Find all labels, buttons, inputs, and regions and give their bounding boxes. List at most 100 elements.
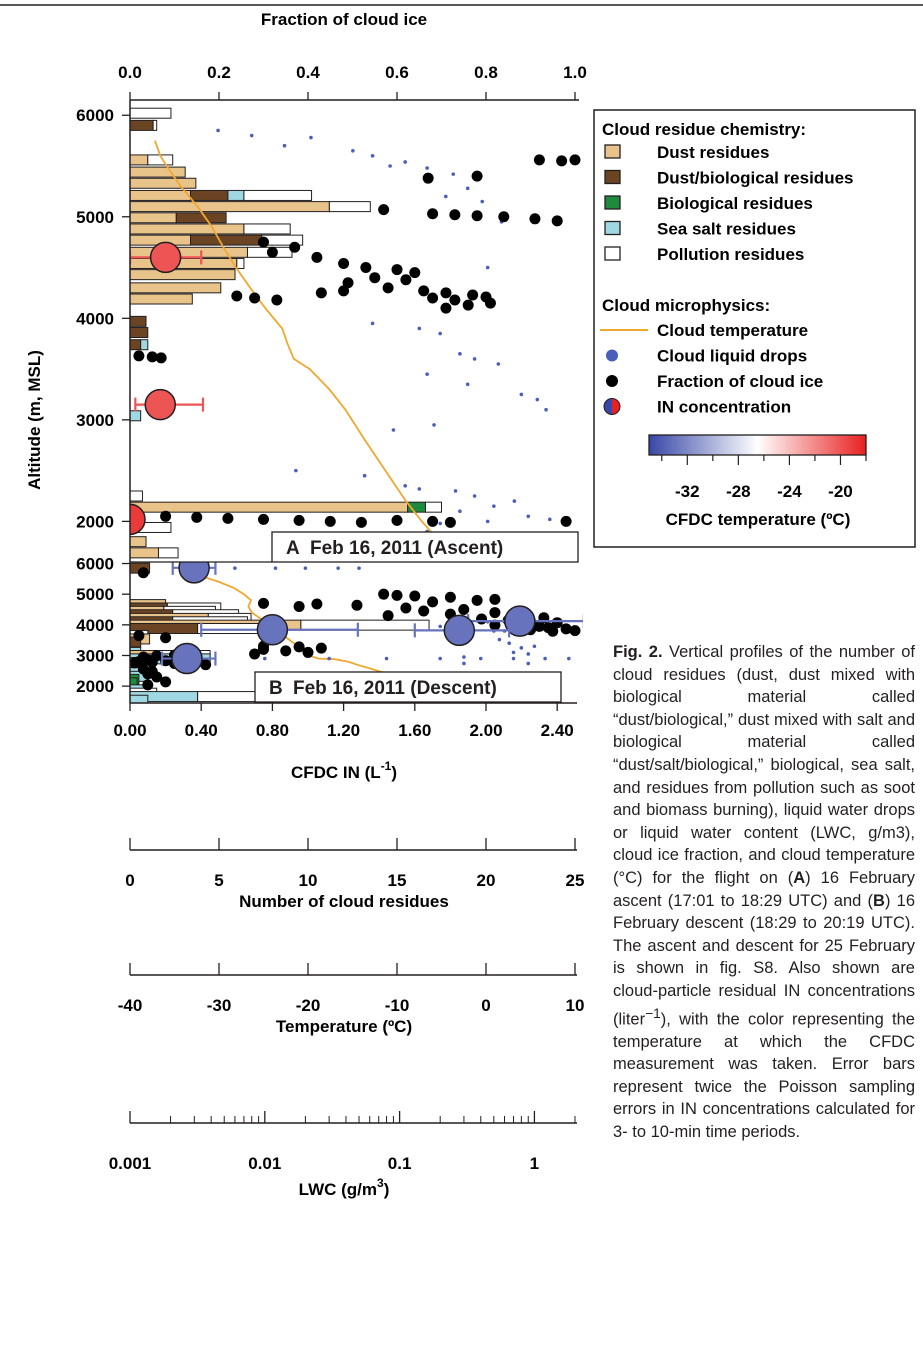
caption-text-1: Vertical profiles of the number of cloud… [613,643,916,887]
ice-fraction-point [422,172,434,184]
pollution-segment [243,189,313,201]
in-concentration-marker [171,642,203,675]
panel-b-descent: B Feb 16, 2011 (Descent) [130,562,583,703]
legend-chem-items: Dust residues Dust/biological residues Bio… [604,143,854,264]
ice-fraction-point [458,604,470,616]
ice-fraction-point [471,594,483,606]
liquid-drop-point [263,656,267,661]
panel-a-ascent: A Feb 16, 2011 (Ascent) [130,107,581,563]
ice-fraction-point [533,620,545,632]
ice-fraction-point [142,679,154,691]
in-concentration-marker [149,241,182,274]
axis-tick-label-temperature: -20 [296,996,321,1015]
ice-fraction-point [160,676,172,688]
pollution-segment [130,107,172,119]
top-axis-tick-label: 0.4 [296,63,320,82]
ice-fraction-point [471,210,483,222]
liquid-drop-point [472,357,477,361]
ice-fraction-point [324,515,336,527]
ice-fraction-point [440,287,452,299]
liquid-drop-point [438,331,442,336]
dust-bio-segment [130,315,147,327]
ice-fraction-point [311,251,323,263]
colorbar-rect [648,434,867,456]
axis-tick-label-residues: 10 [299,871,318,890]
liquid-drop-point [458,352,462,356]
liquid-drop-point [370,154,375,158]
axis-tick-label-lwc: 0.01 [248,1154,281,1173]
ice-fraction-point [222,512,234,524]
ice-fraction-point [391,264,403,276]
ice-fraction-point [338,257,350,269]
ice-fraction-point [462,299,474,311]
liquid-drop-point [526,661,531,666]
ice-fraction-point [146,351,158,363]
dust-segment [130,166,186,178]
liquid-drop-point [547,517,552,522]
liquid-drop-point [485,519,490,524]
dust-segment [130,536,147,548]
dust-segment [130,177,197,189]
liquid-drop-point [567,656,571,661]
panel-title-box [254,671,562,703]
ice-fraction-point [378,588,390,600]
liquid-drop-point [478,656,483,661]
ice-fraction-point [476,613,488,625]
ice-fraction-point [409,267,421,279]
top-axis-tick-label: 0.8 [474,63,498,82]
ice-fraction-point [427,292,439,304]
ice-fraction-point [449,294,461,306]
ice-fraction-point [258,236,269,248]
axis-title-end: ) [384,1180,390,1199]
ice-fraction-point [342,277,354,289]
ice-fraction-point [311,598,323,610]
top-axis-title: Fraction of cloud ice [261,10,427,29]
ice-fraction-point [369,272,381,284]
legend-chem-label: Dust residues [657,143,769,162]
ice-fraction-point [191,511,203,523]
in-concentration-marker [256,613,289,646]
colorbar: -32 -28 -24 -20 [648,434,867,501]
legend-micro-label: Fraction of cloud ice [657,372,823,391]
y-axis-tick-label: 4000 [76,616,114,635]
legend-swatch-pollution-segment [604,246,621,261]
pollution-segment [300,619,430,631]
axis-tick-label-temperature: 0 [481,996,490,1015]
dust-segment [130,154,149,166]
axis-tick-label-in: 0.00 [113,721,146,740]
liquid-drop-point [496,362,501,366]
liquid-drop-point [403,160,407,164]
colorbar-tick-label: -28 [726,482,751,501]
ice-fraction-point [449,209,461,221]
legend-swatch-dust-segment [604,144,621,159]
in-concentration-marker [504,605,536,637]
liquid-drop-point [438,624,442,629]
liquid-drop-point [303,566,308,570]
liquid-drop-point [451,172,456,176]
caption-text-3: ) 16 February descent (18:29 to 20:19 UT… [613,891,915,1028]
ice-fraction-point [400,602,412,614]
legend-in-swatch-warm [612,398,620,415]
ice-fraction-point [427,515,439,527]
ice-fraction-point [489,619,501,631]
pollution-segment [328,201,371,213]
colorbar-tick-label: -24 [777,482,802,501]
top-axis-tick-label: 0.6 [385,63,409,82]
liquid-drop-point [485,265,490,270]
ice-fraction-point [280,645,292,657]
y-axis-tick-label: 5000 [76,208,114,227]
liquid-drop-point [519,646,524,650]
axis-tick-label-in: 0.80 [256,721,289,740]
dust-segment [130,223,245,235]
ice-fraction-point [133,350,145,362]
ice-fraction-point [151,671,163,683]
liquid-drop-point [391,428,396,432]
top-axis-tick-label: 0.2 [207,63,231,82]
liquid-drop-point [425,166,429,170]
axis-tick-label-lwc: 0.1 [388,1154,412,1173]
axis-tick-label-temperature: -40 [118,996,143,1015]
panel-title: Feb 16, 2011 (Ascent) [310,538,503,559]
legend-micro-title: Cloud microphysics: [602,296,770,315]
ice-fraction-point [569,625,581,637]
